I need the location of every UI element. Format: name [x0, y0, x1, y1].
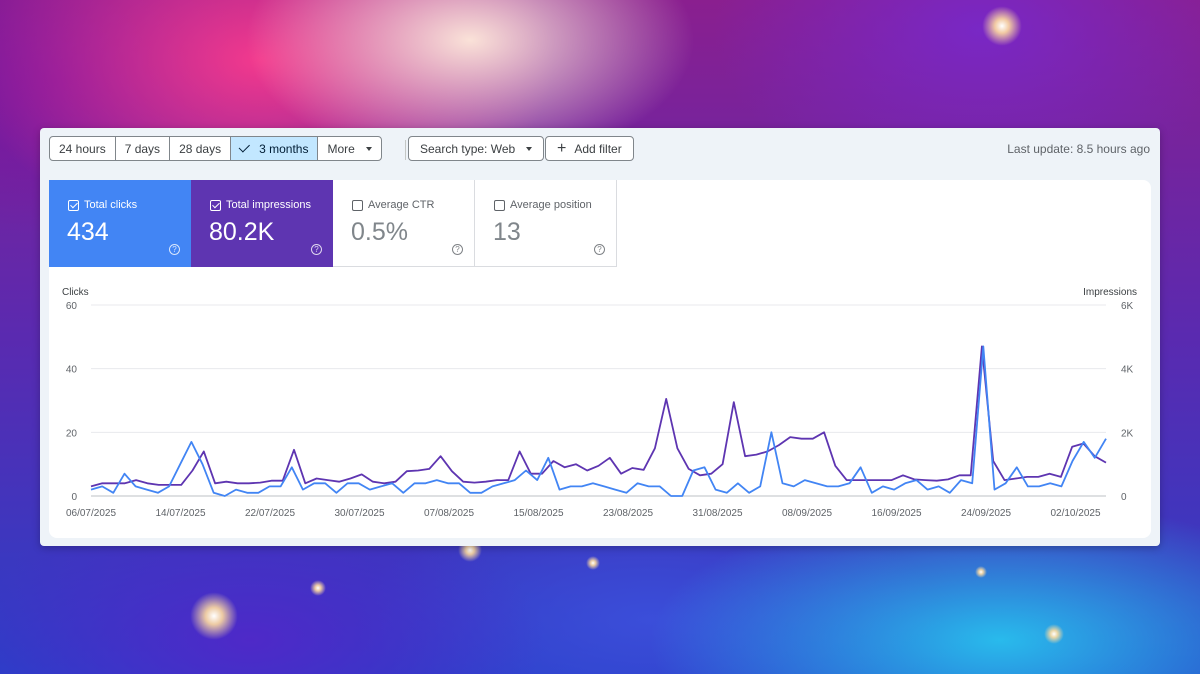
- range-3-months-button[interactable]: 3 months: [231, 137, 319, 160]
- caret-down-icon: [526, 146, 533, 151]
- x-tick-label: 22/07/2025: [245, 508, 295, 519]
- x-tick-label: 24/09/2025: [961, 508, 1011, 519]
- impressions-series-line: [90, 345, 1107, 488]
- x-tick-label: 30/07/2025: [334, 508, 384, 519]
- background-sparkle: [975, 566, 987, 578]
- performance-card: Total clicks 434 ? Total impressions 80.…: [49, 180, 1151, 538]
- x-tick-label: 02/10/2025: [1050, 508, 1100, 519]
- search-type-dropdown[interactable]: Search type: Web: [408, 136, 545, 161]
- y-right-tick-label: 6K: [1121, 301, 1134, 312]
- toolbar-divider: [405, 140, 406, 160]
- y-left-axis-title: Clicks: [62, 287, 89, 298]
- metric-label: Total impressions: [226, 199, 311, 211]
- background-sparkle: [982, 6, 1022, 46]
- metric-card-total-clicks[interactable]: Total clicks 434 ?: [49, 180, 191, 267]
- y-right-tick-label: 4K: [1121, 365, 1134, 376]
- metric-card-average-position[interactable]: Average position 13 ?: [475, 180, 617, 267]
- x-tick-label: 16/09/2025: [871, 508, 921, 519]
- x-tick-label: 15/08/2025: [513, 508, 563, 519]
- x-tick-label: 31/08/2025: [692, 508, 742, 519]
- add-filter-button[interactable]: + Add filter: [545, 136, 634, 161]
- background-sparkle: [1044, 624, 1064, 644]
- checkbox-checked-icon: [68, 199, 79, 211]
- x-tick-label: 14/07/2025: [155, 508, 205, 519]
- metric-value: 434: [67, 218, 109, 246]
- metric-cards: Total clicks 434 ? Total impressions 80.…: [49, 180, 617, 267]
- background-sparkle: [586, 556, 600, 570]
- checkbox-unchecked-icon: [352, 199, 363, 211]
- metric-label: Total clicks: [84, 199, 138, 211]
- y-left-tick-label: 40: [66, 365, 78, 376]
- checkmark-icon: [238, 140, 251, 153]
- metric-value: 80.2K: [209, 218, 275, 246]
- metric-label: Average CTR: [368, 199, 435, 211]
- help-icon[interactable]: ?: [594, 244, 605, 255]
- performance-panel: 24 hours 7 days 28 days 3 months More Se…: [40, 128, 1160, 546]
- y-left-tick-label: 20: [66, 428, 78, 439]
- y-right-tick-label: 0: [1121, 492, 1127, 503]
- x-tick-label: 08/09/2025: [782, 508, 832, 519]
- range-24-hours-button[interactable]: 24 hours: [50, 137, 116, 160]
- background-sparkle: [190, 592, 238, 640]
- y-left-tick-label: 0: [71, 492, 77, 503]
- metric-card-average-ctr[interactable]: Average CTR 0.5% ?: [333, 180, 475, 267]
- range-more-dropdown[interactable]: More: [318, 137, 380, 160]
- background-sparkle: [310, 580, 326, 596]
- performance-chart: Clicks Impressions 60 6K 40 4K 20 2K 0 0 06/07/202…: [62, 287, 1137, 519]
- plus-icon: +: [557, 139, 567, 157]
- checkbox-checked-icon: [210, 199, 221, 211]
- metric-label: Average position: [510, 199, 592, 211]
- clicks-series-line: [90, 345, 1107, 497]
- checkbox-unchecked-icon: [494, 199, 505, 211]
- x-tick-label: 06/07/2025: [66, 508, 116, 519]
- y-right-tick-label: 2K: [1121, 428, 1134, 439]
- range-28-days-button[interactable]: 28 days: [170, 137, 232, 160]
- y-right-axis-title: Impressions: [1083, 287, 1137, 298]
- x-tick-label: 07/08/2025: [424, 508, 474, 519]
- x-tick-label: 23/08/2025: [603, 508, 653, 519]
- help-icon[interactable]: ?: [311, 244, 322, 255]
- metric-value: 13: [493, 218, 521, 246]
- last-update-text: Last update: 8.5 hours ago: [1007, 142, 1150, 156]
- help-icon[interactable]: ?: [452, 244, 463, 255]
- y-left-tick-label: 60: [66, 301, 78, 312]
- help-icon[interactable]: ?: [169, 244, 180, 255]
- metric-value: 0.5%: [351, 218, 408, 246]
- metric-card-total-impressions[interactable]: Total impressions 80.2K ?: [191, 180, 333, 267]
- filter-toolbar: 24 hours 7 days 28 days 3 months More Se…: [49, 136, 1150, 162]
- caret-down-icon: [365, 146, 372, 151]
- date-range-selector: 24 hours 7 days 28 days 3 months More: [49, 136, 382, 161]
- range-7-days-button[interactable]: 7 days: [116, 137, 171, 160]
